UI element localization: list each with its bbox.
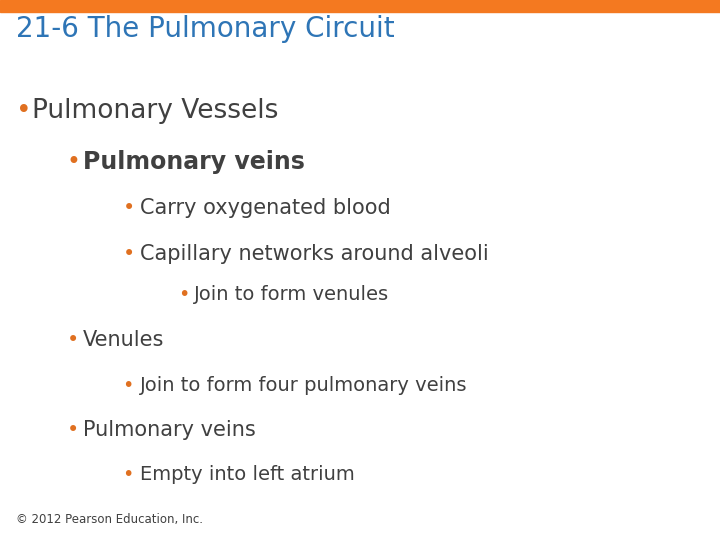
Text: •: • <box>67 420 79 441</box>
Text: © 2012 Pearson Education, Inc.: © 2012 Pearson Education, Inc. <box>16 514 203 526</box>
Text: •: • <box>67 330 79 350</box>
Text: Pulmonary veins: Pulmonary veins <box>83 150 305 174</box>
Text: 21-6 The Pulmonary Circuit: 21-6 The Pulmonary Circuit <box>16 15 395 43</box>
Text: Join to form venules: Join to form venules <box>194 285 390 304</box>
Text: Pulmonary Vessels: Pulmonary Vessels <box>32 98 279 124</box>
Text: •: • <box>122 244 135 264</box>
Text: Pulmonary veins: Pulmonary veins <box>83 420 256 441</box>
Text: •: • <box>16 98 32 124</box>
Text: Join to form four pulmonary veins: Join to form four pulmonary veins <box>140 375 468 395</box>
Text: Venules: Venules <box>83 330 164 350</box>
Text: •: • <box>122 375 134 395</box>
Text: •: • <box>122 464 134 484</box>
Text: •: • <box>178 285 189 304</box>
Text: Empty into left atrium: Empty into left atrium <box>140 464 355 484</box>
Text: •: • <box>122 198 135 218</box>
Text: Carry oxygenated blood: Carry oxygenated blood <box>140 198 391 218</box>
Bar <box>0 0 720 12</box>
Text: •: • <box>67 150 81 174</box>
Text: Capillary networks around alveoli: Capillary networks around alveoli <box>140 244 489 264</box>
